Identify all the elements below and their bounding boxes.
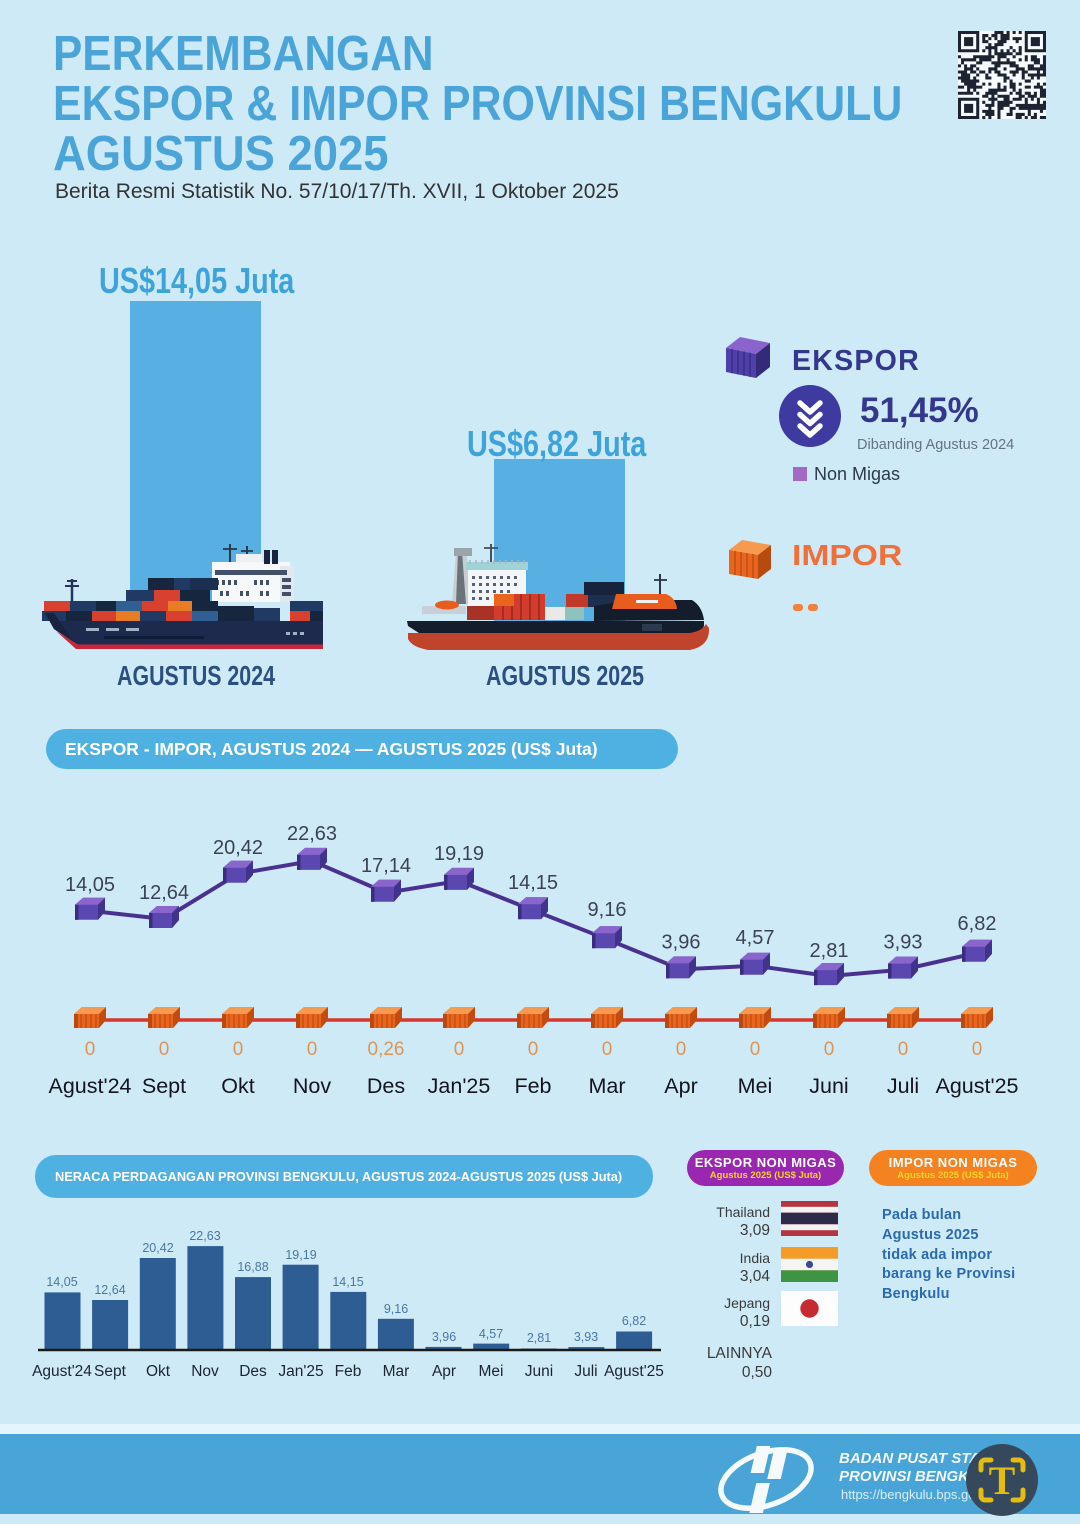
svg-text:3,93: 3,93 [574,1330,598,1344]
svg-text:6,82: 6,82 [622,1314,646,1328]
svg-text:2,81: 2,81 [810,940,849,962]
svg-text:19,19: 19,19 [434,843,484,865]
svg-text:Agust'25: Agust'25 [936,1074,1019,1098]
svg-text:3,96: 3,96 [432,1330,456,1344]
svg-text:0: 0 [972,1039,983,1060]
svg-text:14,15: 14,15 [508,872,558,894]
svg-text:0: 0 [898,1039,909,1060]
svg-text:19,19: 19,19 [285,1248,316,1262]
svg-text:Juni: Juni [525,1363,553,1380]
svg-text:Okt: Okt [146,1363,171,1380]
svg-text:0: 0 [233,1039,244,1060]
svg-text:0: 0 [454,1039,465,1060]
svg-text:14,05: 14,05 [46,1275,77,1289]
svg-text:Mar: Mar [588,1074,625,1098]
svg-text:Des: Des [367,1074,405,1098]
svg-text:9,16: 9,16 [588,899,627,921]
svg-text:14,05: 14,05 [65,874,115,896]
svg-text:Jan'25: Jan'25 [278,1363,323,1380]
svg-text:Mei: Mei [738,1074,773,1098]
svg-text:Sept: Sept [142,1074,186,1098]
svg-text:12,64: 12,64 [139,882,189,904]
svg-text:0: 0 [750,1039,761,1060]
svg-text:Des: Des [239,1363,267,1380]
svg-text:Nov: Nov [293,1074,331,1098]
svg-text:Apr: Apr [432,1363,456,1380]
svg-text:Jan'25: Jan'25 [428,1074,491,1098]
svg-text:Feb: Feb [335,1363,362,1380]
svg-text:9,16: 9,16 [384,1302,408,1316]
svg-text:0: 0 [85,1039,96,1060]
svg-text:0: 0 [307,1039,318,1060]
svg-text:4,57: 4,57 [479,1327,503,1341]
svg-text:0: 0 [676,1039,687,1060]
svg-text:Agust'24: Agust'24 [49,1074,132,1098]
svg-text:0,26: 0,26 [368,1039,405,1060]
svg-text:22,63: 22,63 [287,823,337,845]
svg-text:2,81: 2,81 [527,1331,551,1345]
svg-text:Okt: Okt [221,1074,254,1098]
svg-text:Mei: Mei [479,1363,504,1380]
svg-text:Sept: Sept [94,1363,127,1380]
svg-text:T: T [989,1458,1016,1503]
svg-text:6,82: 6,82 [958,913,997,935]
svg-text:3,96: 3,96 [662,931,701,953]
svg-text:16,88: 16,88 [237,1260,268,1274]
svg-text:22,63: 22,63 [189,1229,220,1243]
svg-text:Agust'25: Agust'25 [604,1363,664,1380]
svg-text:Feb: Feb [514,1074,551,1098]
svg-text:Juli: Juli [574,1363,597,1380]
svg-text:Nov: Nov [191,1363,219,1380]
svg-text:Agust'24: Agust'24 [32,1363,92,1380]
svg-text:0: 0 [824,1039,835,1060]
svg-text:14,15: 14,15 [332,1275,363,1289]
svg-text:0: 0 [528,1039,539,1060]
svg-text:20,42: 20,42 [213,837,263,859]
svg-text:20,42: 20,42 [142,1241,173,1255]
svg-text:3,93: 3,93 [884,932,923,954]
svg-text:Juli: Juli [887,1074,919,1098]
svg-text:0: 0 [159,1039,170,1060]
svg-text:0: 0 [602,1039,613,1060]
svg-text:12,64: 12,64 [94,1283,125,1297]
svg-text:Juni: Juni [809,1074,848,1098]
svg-text:Apr: Apr [664,1074,697,1098]
svg-text:17,14: 17,14 [361,855,411,877]
svg-text:4,57: 4,57 [736,927,775,949]
svg-text:Mar: Mar [383,1363,410,1380]
